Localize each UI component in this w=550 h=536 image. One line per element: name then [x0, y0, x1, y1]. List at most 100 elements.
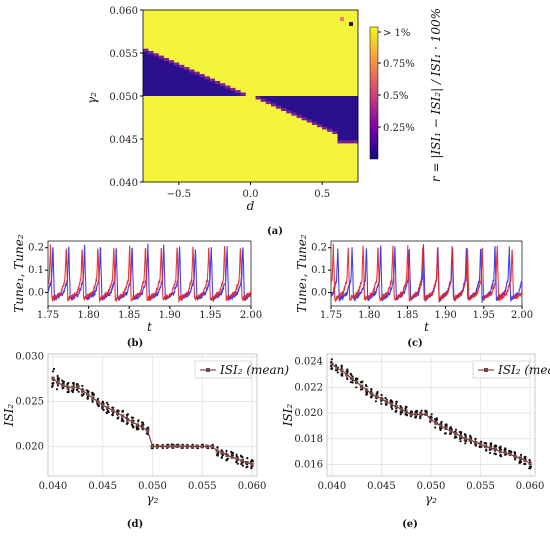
isi-sample-point	[528, 458, 531, 462]
isi-sample-point	[360, 381, 363, 384]
x-tick-label: 1.85	[118, 310, 140, 321]
isi-sample-point	[122, 420, 125, 423]
heatmap-edge-cell	[286, 110, 292, 114]
heatmap-edge-cell	[327, 128, 333, 132]
isi-sample-point	[504, 447, 507, 450]
isi-sample-point	[464, 442, 467, 445]
mean-isi-marker	[66, 385, 70, 389]
isi-sample-point	[112, 411, 115, 415]
isi-sample-point	[62, 386, 65, 390]
heatmap-edge-cell	[163, 57, 169, 61]
isi-sample-point	[499, 448, 502, 451]
heatmap-edge-cell	[342, 140, 349, 144]
isi-sample-point	[236, 462, 239, 465]
x-tick-label: 0.045	[367, 481, 396, 492]
heatmap-edge-cell	[158, 55, 164, 59]
x-tick-label: 0.050	[138, 481, 167, 492]
isi-sample-point	[132, 426, 135, 429]
timeseries-panel-c: 1.75 1.80 1.85 1.90 1.95 2.00 0.0 0.1 0.2 t Tune₁,…	[295, 234, 533, 349]
isi-sample-point	[52, 370, 55, 373]
isi-sample-point	[77, 390, 80, 393]
isi-sample-point	[489, 451, 492, 454]
x-tick-label: 1.90	[434, 310, 456, 321]
isi-sample-point	[440, 421, 443, 424]
series-tune1	[330, 243, 523, 303]
isi-sample-point	[249, 460, 253, 463]
isi-sample-point	[375, 392, 378, 395]
caption: (e)	[402, 519, 418, 530]
mean-isi-marker	[493, 447, 497, 451]
heatmap-cell	[204, 76, 210, 96]
colorbar	[369, 26, 379, 160]
heatmap-cell	[291, 96, 297, 116]
y-axis-label: ISI₂	[281, 404, 295, 428]
isi-sample-point	[370, 388, 373, 391]
y-tick-label: 0.2	[28, 243, 44, 254]
isi-sample-point	[354, 377, 357, 380]
heatmap-cell	[270, 96, 277, 107]
isi-sample-point	[394, 410, 397, 413]
y-axis-label: Tune₁, Tune₂	[12, 234, 26, 313]
mean-isi-marker	[404, 410, 408, 414]
heatmap-cell	[322, 96, 328, 130]
x-tick-label: 1.95	[199, 310, 221, 321]
mean-isi-marker	[205, 444, 209, 448]
mean-isi-marker	[365, 388, 369, 392]
isi-sample-point	[435, 418, 438, 421]
mean-isi-marker	[165, 444, 169, 448]
legend-box	[194, 360, 252, 379]
isi-sample-point	[405, 413, 409, 416]
isi-sample-point	[508, 450, 511, 453]
isi-sample-point	[137, 420, 140, 423]
mean-isi-marker	[106, 406, 110, 410]
isi-sample-point	[82, 393, 85, 396]
mean-isi-marker	[131, 420, 135, 424]
isi-sample-point	[96, 402, 99, 406]
mean-isi-marker	[116, 411, 120, 415]
isi-sample-point	[395, 402, 398, 405]
isi-sample-point	[488, 448, 491, 451]
isi-sample-point	[71, 390, 74, 394]
heatmap-edge-cell	[189, 69, 195, 73]
isi-sample-point	[500, 455, 503, 458]
y-tick-label: 0.018	[294, 434, 323, 445]
mean-isi-marker	[61, 383, 65, 387]
mean-isi-marker	[379, 397, 384, 401]
isi-sample-point	[250, 466, 253, 469]
mean-isi-marker	[459, 434, 463, 438]
mean-isi-marker	[250, 462, 254, 466]
isi-sample-point	[484, 441, 487, 444]
y-tick-label: 0.2	[311, 243, 327, 254]
heatmap-cell	[178, 64, 185, 96]
isi-sample-point	[519, 460, 523, 464]
isi-sample-point	[374, 400, 377, 403]
y-tick-label: 0.022	[294, 382, 323, 393]
isi-sample-point	[434, 426, 437, 429]
x-tick-label: 0.0	[243, 189, 259, 200]
isi-sample-point	[429, 420, 432, 423]
isi-sample-point	[485, 449, 488, 452]
isi-sample-point	[101, 400, 104, 403]
mean-isi-marker	[76, 385, 80, 389]
isi-sample-point	[430, 413, 433, 416]
mean-isi-marker	[374, 394, 379, 398]
mean-isi-marker	[360, 384, 364, 388]
heatmap-edge-cell	[291, 112, 297, 116]
y-tick-label: 0.030	[15, 352, 44, 363]
isi-sample-point	[391, 407, 394, 410]
isi-sample-point	[116, 417, 119, 420]
heatmap-cell	[286, 96, 292, 114]
heatmap-cell	[342, 96, 349, 144]
heatmap-cell	[265, 96, 272, 105]
heatmap-cell	[219, 83, 226, 96]
heatmap-cell	[276, 96, 282, 109]
mean-isi-marker	[180, 444, 184, 448]
heatmap-edge-cell	[148, 51, 154, 55]
mean-isi-marker	[469, 438, 473, 442]
isi-sample-point	[370, 395, 373, 398]
heatmap-panel: −0.5 0.0 0.5 0.040 0.045 0.050 0.055 0.060 d γ₂ > …	[85, 6, 443, 237]
heatmap-edge-cell	[204, 76, 210, 80]
heatmap-edge-cell	[255, 96, 262, 100]
mean-isi-marker	[210, 444, 214, 448]
